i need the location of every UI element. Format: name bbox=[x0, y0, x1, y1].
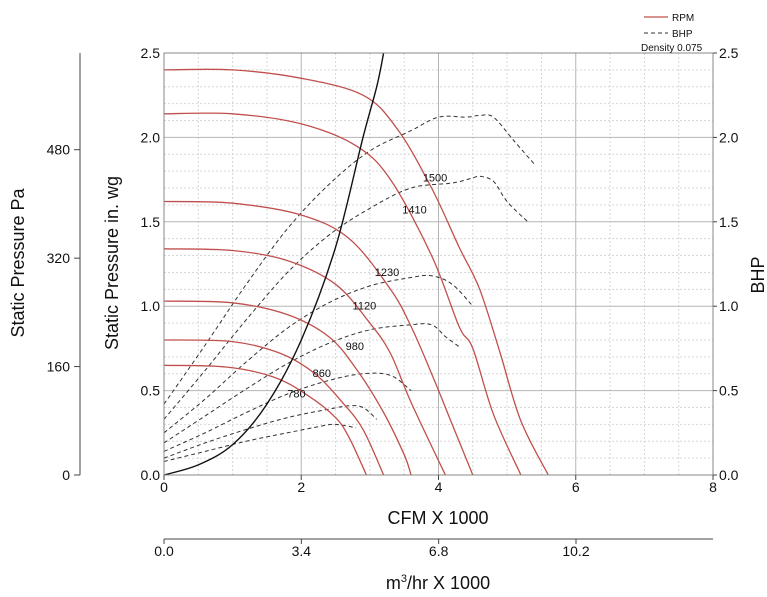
bhp-curve-1 bbox=[163, 114, 535, 405]
cfm-tick-label: 0 bbox=[160, 479, 168, 495]
inwg-tick-label: 1.5 bbox=[141, 214, 161, 230]
pa-tick-label: 320 bbox=[47, 250, 71, 266]
rpm-label-980: 980 bbox=[346, 341, 364, 353]
bhp-curve-3 bbox=[163, 274, 474, 434]
system-curve-group bbox=[164, 53, 385, 475]
m3hr-axis-title: m3/hr X 1000 bbox=[386, 573, 490, 593]
legend-rpm-label: RPM bbox=[672, 13, 694, 24]
m3hr-tick-label: 0.0 bbox=[154, 543, 174, 559]
rpm-label-1230: 1230 bbox=[375, 267, 399, 279]
inwg-tick-label: 2.5 bbox=[141, 45, 161, 61]
bhp-curve-2 bbox=[163, 175, 529, 420]
legend: RPM BHP Density 0.075 bbox=[641, 13, 703, 54]
rpm-curve-1120 bbox=[163, 248, 446, 476]
legend-density-label: Density 0.075 bbox=[641, 43, 703, 54]
grid bbox=[164, 53, 713, 475]
rpm-curve-980 bbox=[163, 300, 412, 476]
m3hr-tick-label: 10.2 bbox=[562, 543, 589, 559]
pa-tick-label: 160 bbox=[47, 359, 71, 375]
bhp-tick-label: 2.0 bbox=[719, 129, 739, 145]
system-curve bbox=[164, 53, 385, 475]
bhp-tick-label: 2.5 bbox=[719, 45, 739, 61]
rpm-curve-1230 bbox=[163, 200, 474, 476]
pa-tick-label: 0 bbox=[62, 467, 70, 483]
pa-tick-label: 480 bbox=[47, 142, 71, 158]
bhp-curve-5 bbox=[163, 372, 412, 452]
rpm-curve-860 bbox=[163, 339, 385, 476]
bhp-tick-label: 1.5 bbox=[719, 214, 739, 230]
rpm-label-1120: 1120 bbox=[353, 301, 377, 313]
rpm-label-1500: 1500 bbox=[423, 172, 447, 184]
inwg-tick-label: 0.0 bbox=[141, 467, 161, 483]
rpm-curve-1410 bbox=[163, 112, 522, 476]
rpm-curve-1500 bbox=[163, 68, 549, 476]
cfm-tick-label: 4 bbox=[435, 479, 443, 495]
rpm-curve-780 bbox=[163, 364, 367, 476]
m3hr-tick-label: 6.8 bbox=[429, 543, 449, 559]
cfm-tick-label: 2 bbox=[297, 479, 305, 495]
bhp-axis-title: BHP bbox=[748, 256, 767, 293]
static-pressure-inwg-title: Static Pressure in. wg bbox=[102, 176, 122, 350]
inwg-tick-label: 2.0 bbox=[141, 129, 161, 145]
static-pressure-pa-title: Static Pressure Pa bbox=[8, 187, 28, 337]
bhp-tick-label: 0.0 bbox=[719, 467, 739, 483]
rpm-label-860: 860 bbox=[313, 368, 331, 380]
bhp-curve-7 bbox=[163, 423, 357, 462]
rpm-label-780: 780 bbox=[287, 388, 305, 400]
bhp-curve-4 bbox=[163, 323, 460, 444]
rpm-curves bbox=[163, 68, 549, 476]
inwg-tick-label: 0.5 bbox=[141, 383, 161, 399]
m3hr-tick-label: 3.4 bbox=[292, 543, 312, 559]
bhp-tick-label: 0.5 bbox=[719, 383, 739, 399]
bhp-curves bbox=[163, 114, 535, 462]
axes bbox=[74, 52, 717, 544]
rpm-curve-labels: 1500 1410 1230 1120 980 860 780 bbox=[287, 172, 447, 400]
cfm-tick-label: 8 bbox=[709, 479, 717, 495]
tick-labels: 0 2 4 6 80.0 3.4 6.8 10.20.0 0.00.5 0.51.0 1.01.5 1… bbox=[47, 45, 739, 559]
cfm-axis-title: CFM X 1000 bbox=[387, 508, 488, 528]
bhp-curve-6 bbox=[163, 405, 378, 459]
legend-bhp-label: BHP bbox=[672, 29, 693, 40]
inwg-tick-label: 1.0 bbox=[141, 298, 161, 314]
cfm-tick-label: 6 bbox=[572, 479, 580, 495]
bhp-tick-label: 1.0 bbox=[719, 298, 739, 314]
rpm-label-1410: 1410 bbox=[402, 204, 426, 216]
